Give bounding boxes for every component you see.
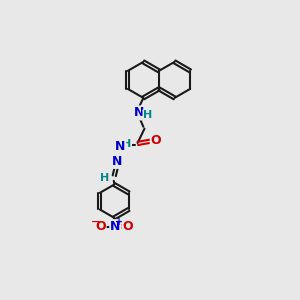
Text: +: + <box>115 218 123 227</box>
Text: N: N <box>115 140 125 153</box>
Text: H: H <box>143 110 153 120</box>
Text: −: − <box>91 217 100 227</box>
Text: N: N <box>134 106 144 119</box>
Text: O: O <box>151 134 161 147</box>
Text: O: O <box>123 220 134 233</box>
Text: O: O <box>95 220 106 233</box>
Text: H: H <box>122 139 131 149</box>
Text: N: N <box>112 155 122 168</box>
Text: N: N <box>110 220 121 233</box>
Text: H: H <box>100 173 109 183</box>
